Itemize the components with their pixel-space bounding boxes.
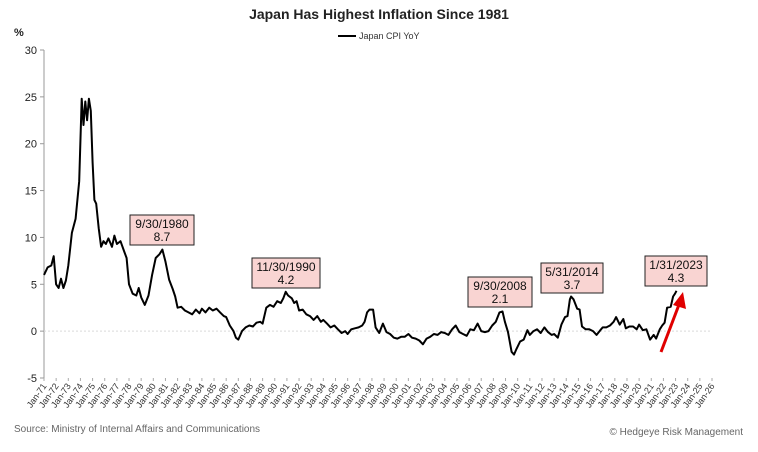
legend-label: Japan CPI YoY — [359, 31, 420, 41]
y-tick-label: 10 — [25, 232, 37, 244]
annotation-value: 3.7 — [564, 278, 581, 292]
annotation-value: 4.2 — [278, 273, 295, 287]
arrow-shaft — [659, 301, 682, 353]
y-tick-label: -5 — [27, 373, 37, 385]
y-tick-label: 0 — [31, 326, 37, 338]
annotation-value: 4.3 — [668, 271, 685, 285]
legend: Japan CPI YoY — [338, 31, 420, 41]
annotation-date: 11/30/1990 — [256, 260, 315, 274]
y-tick-label: 15 — [25, 186, 37, 198]
red-arrow — [659, 292, 686, 353]
series-line-japan-cpi — [43, 97, 678, 356]
y-tick-label: 30 — [25, 45, 37, 57]
y-ticks: 30 25 20 15 10 5 0 -5 — [25, 45, 44, 385]
annotation-value: 2.1 — [492, 292, 509, 306]
arrow-head — [673, 292, 686, 309]
y-tick-label: 20 — [25, 139, 37, 151]
annotation-rect — [251, 257, 321, 289]
annotation-date: 1/31/2023 — [649, 258, 703, 272]
annotation-rect — [644, 255, 708, 287]
annotation-value: 8.7 — [154, 230, 171, 244]
annotation-rect — [129, 214, 195, 246]
annotation-date: 9/30/2008 — [473, 279, 527, 293]
annotation-rect — [467, 276, 533, 308]
chart-title: Japan Has Highest Inflation Since 1981 — [249, 6, 509, 22]
annotation-rect — [540, 262, 604, 294]
annotation-date: 9/30/1980 — [135, 217, 189, 231]
source-note: Source: Ministry of Internal Affairs and… — [14, 424, 260, 435]
y-axis-unit: % — [14, 27, 24, 39]
credit-note: © Hedgeye Risk Management — [609, 427, 743, 438]
y-tick-label: 5 — [31, 279, 37, 291]
y-tick-label: 25 — [25, 92, 37, 104]
annotation-date: 5/31/2014 — [545, 265, 599, 279]
x-ticks: Jan-71Jan-72Jan-73Jan-74Jan-75Jan-76Jan-… — [25, 378, 717, 410]
